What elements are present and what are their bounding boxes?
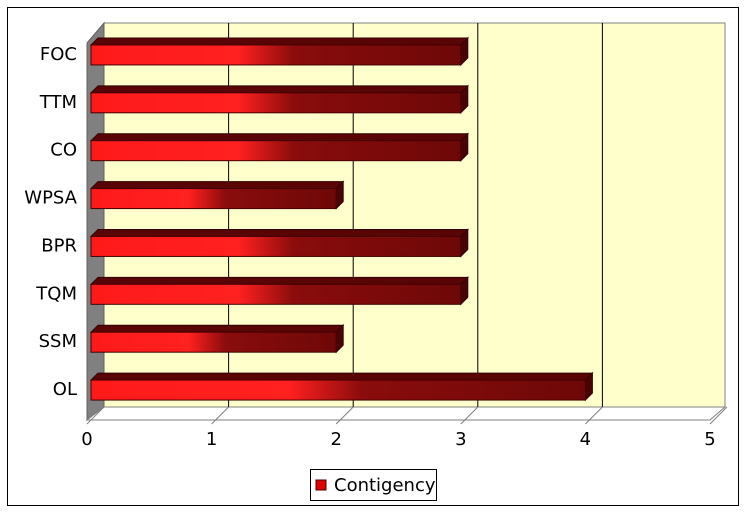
bar xyxy=(89,36,470,67)
bar-top xyxy=(89,324,345,333)
x-tick xyxy=(86,406,105,425)
bar xyxy=(89,180,345,210)
bar xyxy=(89,132,470,162)
bar xyxy=(89,84,470,115)
x-tick-label: 5 xyxy=(704,429,715,450)
bar-front xyxy=(90,235,462,257)
bar-top xyxy=(89,85,470,94)
x-tick-label: 1 xyxy=(206,429,217,450)
side-wall xyxy=(86,21,105,422)
y-tick-label: SSM xyxy=(39,331,77,352)
bar-front xyxy=(90,379,586,401)
bar xyxy=(89,228,470,258)
legend: Contigency xyxy=(310,469,437,501)
bar-front xyxy=(90,140,462,162)
y-tick-label: WPSA xyxy=(24,188,77,209)
bar-front xyxy=(90,44,462,66)
y-tick-label: BPR xyxy=(41,235,77,256)
bar-top xyxy=(89,133,470,142)
y-tick-label: FOC xyxy=(40,44,77,65)
bar-front xyxy=(90,283,462,305)
x-tick xyxy=(211,406,229,425)
x-tick xyxy=(585,406,603,425)
x-tick xyxy=(709,406,728,425)
x-tick-label: 2 xyxy=(330,429,341,450)
y-tick-label: CO xyxy=(50,140,77,161)
bar-front xyxy=(90,188,337,210)
bar-top xyxy=(89,228,470,237)
bar-top xyxy=(89,372,594,381)
bar xyxy=(89,371,594,402)
legend-swatch xyxy=(315,479,327,491)
y-tick-label: TQM xyxy=(35,283,77,304)
bar-top xyxy=(89,37,470,46)
legend-label: Contigency xyxy=(334,475,436,496)
x-tick-label: 0 xyxy=(81,429,92,450)
y-tick-label: TTM xyxy=(39,92,77,113)
x-tick-label: 4 xyxy=(580,429,591,450)
x-tick xyxy=(335,406,354,425)
bar-front xyxy=(90,92,462,114)
x-tick xyxy=(460,406,479,425)
x-tick-label: 3 xyxy=(455,429,466,450)
floor xyxy=(85,406,727,421)
legend-box xyxy=(310,469,437,501)
bar-front xyxy=(90,331,337,353)
bar-top xyxy=(89,276,470,285)
bar xyxy=(89,323,345,354)
y-tick-label: OL xyxy=(53,379,77,400)
bar-top xyxy=(89,181,345,190)
bar xyxy=(89,276,470,306)
